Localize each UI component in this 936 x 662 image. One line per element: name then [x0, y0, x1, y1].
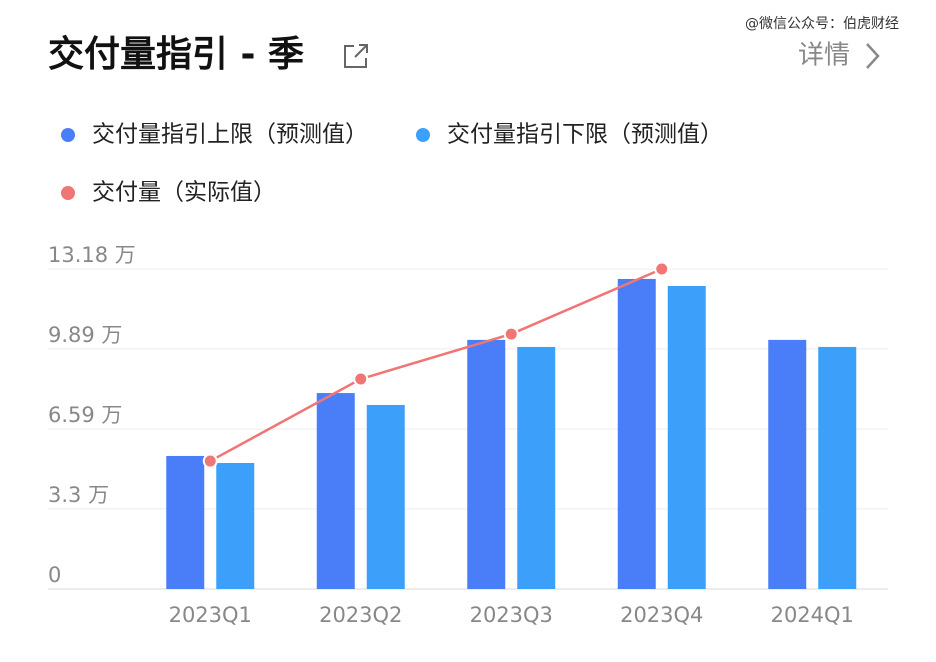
y-tick-label: 6.59 万: [48, 403, 122, 427]
bar: [617, 278, 656, 589]
legend-label: 交付量指引下限（预测值）: [447, 122, 723, 148]
legend-label: 交付量指引上限（预测值）: [92, 122, 368, 148]
details-link[interactable]: 详情: [798, 41, 880, 71]
x-tick-label: 2023Q2: [319, 603, 402, 627]
x-tick-label: 2024Q1: [771, 603, 854, 627]
y-tick-label: 0: [48, 563, 61, 587]
legend-marker: [61, 128, 75, 142]
bar: [667, 285, 706, 589]
bar: [366, 404, 405, 589]
line-point: [202, 453, 218, 469]
bar: [768, 339, 807, 589]
line-point: [654, 261, 670, 277]
bar: [517, 346, 556, 589]
legend-label: 交付量（实际值）: [92, 180, 276, 206]
legend-marker: [61, 186, 75, 200]
y-tick-label: 9.89 万: [48, 323, 122, 347]
share-arrow: [354, 44, 368, 58]
chart-title: 交付量指引 - 季: [48, 33, 304, 75]
details-text: 详情: [798, 41, 850, 71]
line-point: [503, 326, 519, 342]
legend-marker: [416, 128, 430, 142]
line-point: [353, 371, 369, 387]
line: [209, 267, 663, 463]
share-box: [344, 45, 367, 68]
x-tick-label: 2023Q1: [169, 603, 252, 627]
share-icon[interactable]: [344, 44, 368, 68]
bar: [818, 346, 857, 589]
y-tick-label: 3.3 万: [48, 483, 109, 507]
bar: [316, 393, 355, 589]
bar: [467, 339, 506, 589]
y-tick-label: 13.18 万: [48, 243, 136, 267]
bar: [216, 462, 255, 589]
bar: [166, 455, 205, 589]
chevron: [866, 43, 880, 69]
watermark: @微信公众号：伯虎财经: [745, 16, 899, 32]
x-tick-label: 2023Q4: [620, 603, 703, 627]
x-tick-label: 2023Q3: [470, 603, 553, 627]
